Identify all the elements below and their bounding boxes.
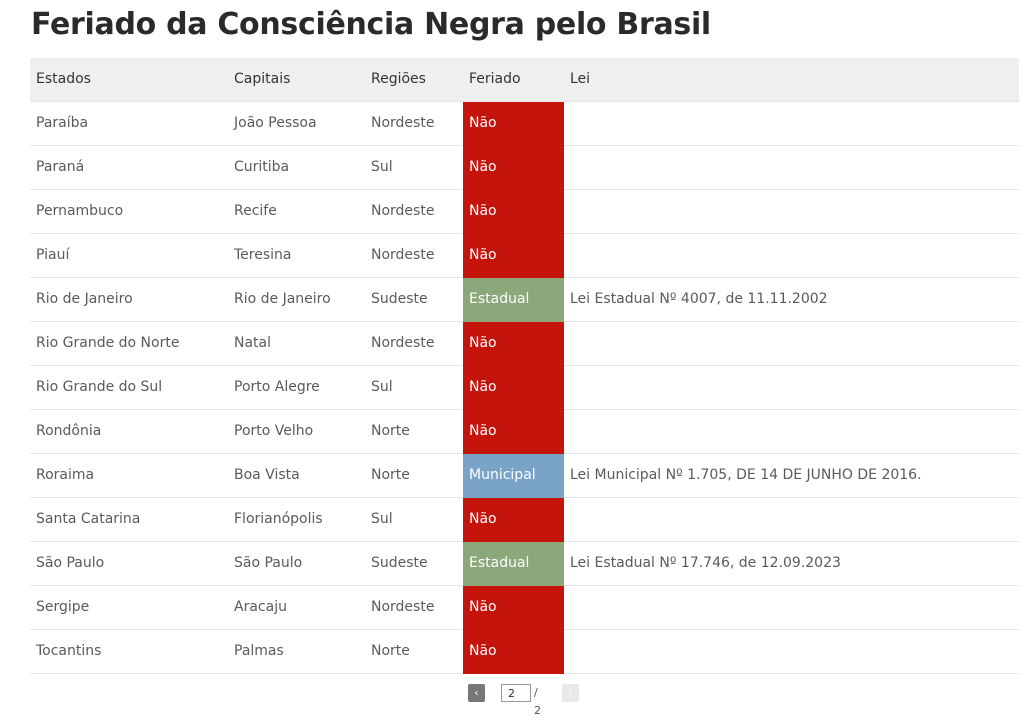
header-capitais[interactable]: Capitais (234, 71, 291, 87)
page-number-input[interactable] (501, 684, 531, 702)
cell-capital: Curitiba (234, 159, 290, 175)
cell-capital: Boa Vista (234, 467, 300, 483)
table-row: Paraná Curitiba Sul Não (30, 146, 1019, 190)
cell-estado: Tocantins (36, 643, 102, 659)
cell-feriado-status: Não (463, 322, 564, 366)
cell-lei: Lei Estadual Nº 4007, de 11.11.2002 (570, 291, 828, 307)
cell-lei: Lei Municipal Nº 1.705, DE 14 DE JUNHO D… (570, 467, 922, 483)
header-lei[interactable]: Lei (570, 71, 591, 87)
chevron-right-icon[interactable]: › (562, 684, 579, 702)
cell-capital: São Paulo (234, 555, 303, 571)
cell-regiao: Sudeste (371, 555, 428, 571)
holiday-table: Estados Capitais Regiões Feriado Lei Par… (30, 58, 1019, 674)
cell-capital: João Pessoa (234, 115, 317, 131)
table-header: Estados Capitais Regiões Feriado Lei (30, 58, 1019, 102)
cell-capital: Florianópolis (234, 511, 323, 527)
table-row: Roraima Boa Vista Norte Municipal Lei Munici… (30, 454, 1019, 498)
cell-feriado-status: Não (463, 146, 564, 190)
cell-lei: Lei Estadual Nº 17.746, de 12.09.2023 (570, 555, 841, 571)
cell-regiao: Norte (371, 423, 410, 439)
cell-feriado-status: Não (463, 630, 564, 674)
cell-regiao: Norte (371, 643, 410, 659)
cell-estado: Sergipe (36, 599, 90, 615)
cell-capital: Palmas (234, 643, 284, 659)
chevron-left-icon[interactable]: ‹ (468, 684, 485, 702)
table-row: Rio de Janeiro Rio de Janeiro Sudeste Estad… (30, 278, 1019, 322)
cell-regiao: Nordeste (371, 599, 435, 615)
cell-estado: Roraima (36, 467, 95, 483)
cell-capital: Porto Alegre (234, 379, 320, 395)
cell-estado: Santa Catarina (36, 511, 141, 527)
cell-estado: Piauí (36, 247, 70, 263)
cell-regiao: Sul (371, 511, 393, 527)
cell-feriado-status: Não (463, 410, 564, 454)
cell-capital: Rio de Janeiro (234, 291, 331, 307)
cell-capital: Aracaju (234, 599, 287, 615)
table-row: Sergipe Aracaju Nordeste Não (30, 586, 1019, 630)
header-regioes[interactable]: Regiões (371, 71, 426, 87)
cell-estado: Rondônia (36, 423, 102, 439)
cell-estado: Rio de Janeiro (36, 291, 133, 307)
cell-estado: Pernambuco (36, 203, 124, 219)
table-row: Pernambuco Recife Nordeste Não (30, 190, 1019, 234)
cell-capital: Porto Velho (234, 423, 314, 439)
cell-feriado-status: Municipal (463, 454, 564, 498)
page-title: Feriado da Consciência Negra pelo Brasil (31, 7, 711, 42)
cell-regiao: Nordeste (371, 115, 435, 131)
cell-feriado-status: Não (463, 190, 564, 234)
cell-regiao: Nordeste (371, 335, 435, 351)
cell-regiao: Nordeste (371, 247, 435, 263)
cell-regiao: Nordeste (371, 203, 435, 219)
cell-feriado-status: Não (463, 366, 564, 410)
table-row: Rio Grande do Sul Porto Alegre Sul Não (30, 366, 1019, 410)
cell-feriado-status: Estadual (463, 542, 564, 586)
cell-feriado-status: Estadual (463, 278, 564, 322)
cell-estado: Paraná (36, 159, 85, 175)
header-estados[interactable]: Estados (36, 71, 91, 87)
cell-regiao: Sul (371, 379, 393, 395)
header-feriado[interactable]: Feriado (469, 71, 521, 87)
table-row: Piauí Teresina Nordeste Não (30, 234, 1019, 278)
cell-estado: São Paulo (36, 555, 105, 571)
cell-feriado-status: Não (463, 498, 564, 542)
cell-feriado-status: Não (463, 234, 564, 278)
table-row: Rondônia Porto Velho Norte Não (30, 410, 1019, 454)
table-row: Tocantins Palmas Norte Não (30, 630, 1019, 674)
cell-capital: Recife (234, 203, 277, 219)
cell-feriado-status: Não (463, 102, 564, 146)
table-row: Santa Catarina Florianópolis Sul Não (30, 498, 1019, 542)
table-body: Paraíba João Pessoa Nordeste Não Paraná Curit… (30, 102, 1019, 674)
cell-capital: Teresina (234, 247, 292, 263)
cell-regiao: Sul (371, 159, 393, 175)
cell-regiao: Norte (371, 467, 410, 483)
cell-feriado-status: Não (463, 586, 564, 630)
cell-estado: Rio Grande do Norte (36, 335, 180, 351)
page-total: / 2 (534, 686, 541, 717)
table-row: São Paulo São Paulo Sudeste Estadual Lei Est… (30, 542, 1019, 586)
cell-capital: Natal (234, 335, 272, 351)
table-row: Paraíba João Pessoa Nordeste Não (30, 102, 1019, 146)
cell-regiao: Sudeste (371, 291, 428, 307)
cell-estado: Paraíba (36, 115, 89, 131)
table-row: Rio Grande do Norte Natal Nordeste Não (30, 322, 1019, 366)
cell-estado: Rio Grande do Sul (36, 379, 163, 395)
